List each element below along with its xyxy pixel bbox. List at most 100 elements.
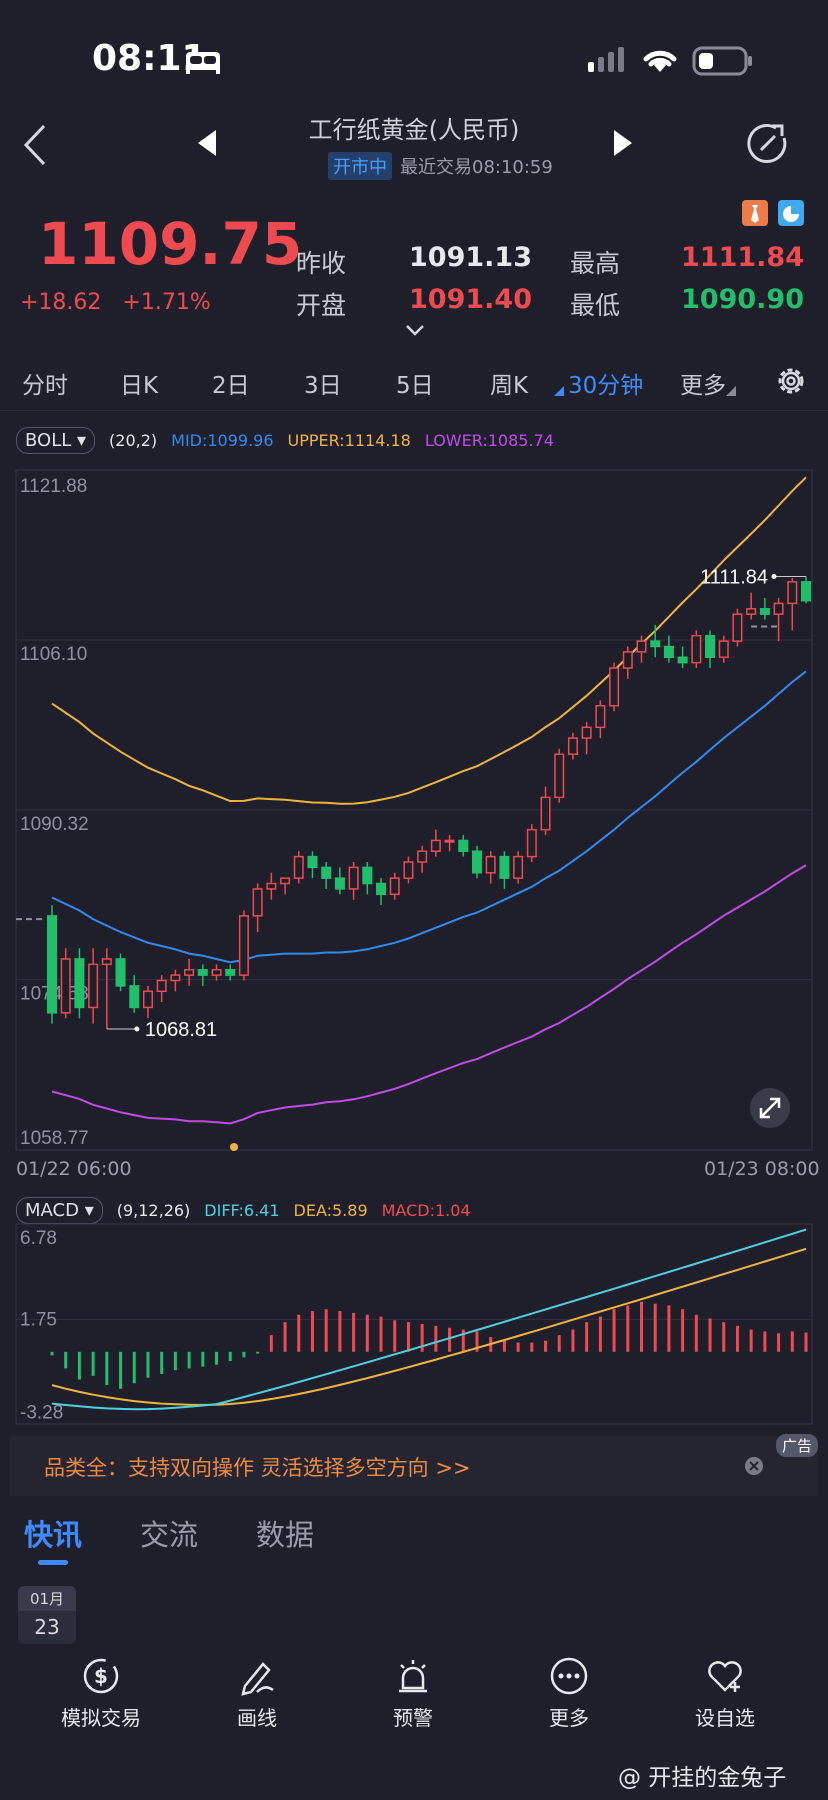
macd-dea: DEA:5.89 — [293, 1201, 368, 1220]
nav-draw-line[interactable]: 画线 — [197, 1656, 317, 1731]
candle-body — [705, 634, 716, 659]
battery-icon — [692, 46, 752, 76]
pie-chart-icon[interactable] — [778, 200, 804, 226]
candle-body — [526, 828, 537, 858]
macd-chart[interactable]: 6.78 1.75 -3.28 — [0, 1220, 828, 1430]
max-price-label: 1111.84 — [700, 566, 768, 588]
candle-body — [677, 656, 688, 664]
boll-upper: UPPER:1114.18 — [287, 431, 411, 450]
date-day: 23 — [34, 1615, 60, 1639]
more-corner-icon — [726, 386, 736, 396]
tab-data[interactable]: 数据 — [256, 1518, 315, 1552]
candle-body — [458, 839, 469, 852]
svg-text:$: $ — [94, 1664, 108, 1688]
change-value: +18.62 — [20, 290, 102, 315]
nav-label: 模拟交易 — [61, 1706, 141, 1730]
session-marker-dot — [230, 1143, 238, 1151]
prev-instrument-icon[interactable] — [196, 128, 220, 158]
nav-add-watchlist[interactable]: 设自选 — [665, 1656, 785, 1731]
open-value: 1091.40 — [409, 284, 532, 315]
period-corner-icon — [554, 386, 564, 396]
candle-body — [348, 866, 359, 890]
candle-body — [142, 990, 153, 1009]
tie-icon[interactable] — [742, 200, 768, 226]
candle-body — [471, 850, 482, 874]
candle-body — [266, 882, 277, 890]
tabs-divider — [0, 410, 828, 411]
boll-lower: LOWER:1085.74 — [424, 431, 554, 450]
active-tab-indicator — [38, 1560, 68, 1565]
macd-y-tick-label: -3.28 — [20, 1403, 63, 1424]
boll-params: (20,2) — [109, 431, 158, 450]
tab-community[interactable]: 交流 — [140, 1518, 199, 1552]
nav-more[interactable]: 更多 — [509, 1656, 629, 1731]
boll-name: BOLL — [25, 430, 72, 451]
tab-3day[interactable]: 3日 — [304, 373, 342, 399]
nav-alert[interactable]: 预警 — [353, 1656, 473, 1731]
expand-chevron-icon[interactable] — [404, 322, 426, 338]
candle-body — [801, 581, 811, 602]
macd-y-tick-label: 6.78 — [20, 1228, 57, 1249]
candle-body — [718, 640, 729, 659]
back-icon[interactable] — [20, 122, 50, 168]
min-price-label: 1068.81 — [145, 1019, 217, 1041]
min-marker-dot — [134, 1026, 140, 1032]
refresh-icon[interactable] — [746, 122, 790, 166]
candle-body — [622, 651, 633, 669]
candle-body — [389, 877, 400, 896]
macd-params: (9,12,26) — [116, 1201, 191, 1220]
candle-body — [307, 855, 318, 869]
price-change: +18.62 +1.71% — [20, 290, 211, 315]
ad-close-icon[interactable] — [744, 1456, 764, 1476]
y-tick-label: 1090.32 — [20, 814, 89, 835]
candle-body — [773, 602, 784, 615]
tab-2day[interactable]: 2日 — [212, 373, 250, 399]
macd-y-tick-label: 1.75 — [20, 1309, 57, 1330]
candle-body — [567, 737, 578, 755]
nav-label: 画线 — [237, 1706, 277, 1730]
settings-gear-icon[interactable] — [774, 364, 808, 398]
tab-flash-news[interactable]: 快讯 — [24, 1518, 83, 1552]
last-price: 1109.75 — [38, 210, 303, 278]
candle-body — [225, 968, 236, 976]
macd-diff: DIFF:6.41 — [204, 1201, 280, 1220]
ad-text[interactable]: 品类全：支持双向操作 灵活选择多空方向 >> — [44, 1456, 471, 1480]
candlestick-chart[interactable]: 1121.881106.101090.321074.581058.771111.… — [0, 460, 828, 1160]
tab-more[interactable]: 更多 — [680, 373, 726, 399]
boll-indicator-select[interactable]: BOLL ▾ — [16, 427, 96, 454]
candle-body — [74, 958, 85, 1009]
ad-banner[interactable]: 品类全：支持双向操作 灵活选择多空方向 >> — [10, 1436, 818, 1496]
instrument-title: 工行纸黄金(人民币) — [308, 116, 520, 144]
boll-upper-line — [51, 476, 807, 805]
candle-body — [88, 963, 99, 1009]
prev-close-label: 昨收 — [296, 249, 347, 278]
next-instrument-icon[interactable] — [610, 128, 634, 158]
last-trade-time: 最近交易08:10:59 — [400, 157, 553, 178]
tab-5day[interactable]: 5日 — [396, 373, 434, 399]
candle-body — [47, 915, 57, 1014]
tab-daily-k[interactable]: 日K — [120, 373, 159, 399]
candle-body — [252, 888, 263, 917]
sleep-mode-icon — [186, 52, 220, 74]
macd-value: MACD:1.04 — [381, 1201, 471, 1220]
high-value: 1111.84 — [681, 242, 804, 273]
candle-body — [513, 855, 524, 879]
candle-body — [417, 850, 428, 863]
candle-body — [444, 839, 455, 843]
alarm-icon — [399, 1660, 427, 1693]
candle-body — [691, 634, 702, 664]
candle-body — [293, 855, 304, 879]
low-value: 1090.90 — [681, 284, 804, 315]
tab-intraday[interactable]: 分时 — [22, 373, 68, 399]
candle-body — [595, 705, 606, 729]
candle-body — [101, 958, 112, 966]
nav-simulated-trade[interactable]: $ 模拟交易 — [41, 1656, 161, 1731]
candle-body — [184, 968, 195, 976]
tab-30min[interactable]: 30分钟 — [568, 373, 644, 399]
date-month: 01月 — [18, 1586, 76, 1611]
candle-body — [334, 877, 345, 890]
tab-weekly-k[interactable]: 周K — [490, 373, 529, 399]
boll-mid: MID:1099.96 — [171, 431, 274, 450]
nav-label: 预警 — [393, 1706, 433, 1730]
candle-body — [403, 861, 414, 879]
